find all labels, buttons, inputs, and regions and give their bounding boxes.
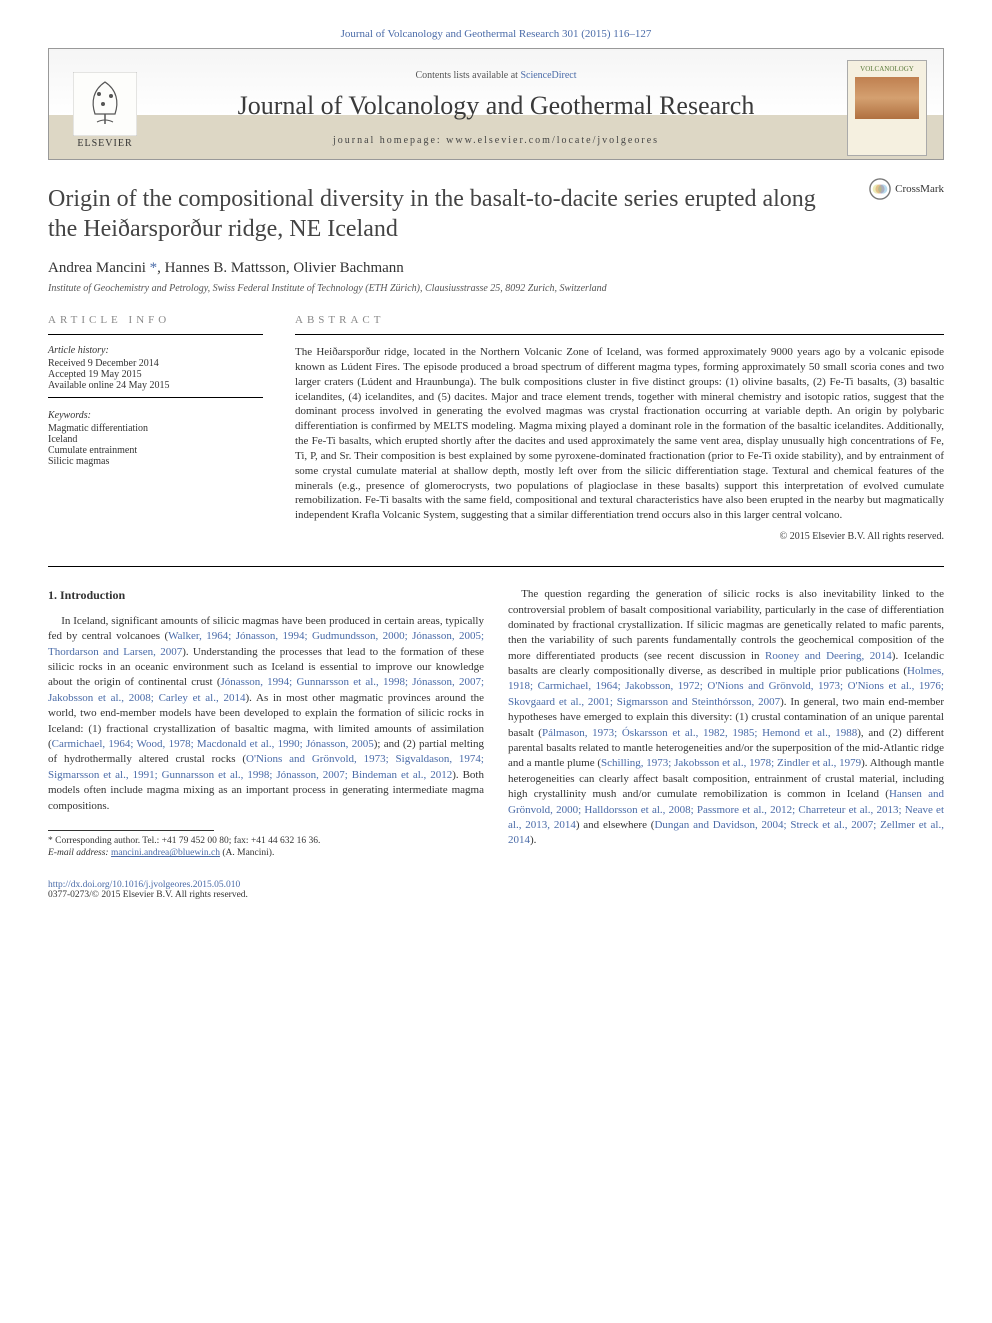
journal-banner: ELSEVIER Contents lists available at Sci… [48, 48, 944, 160]
history-head: Article history: [48, 345, 263, 356]
divider [48, 334, 263, 335]
abstract-text: The Heiðarsporður ridge, located in the … [295, 345, 944, 523]
history-online: Available online 24 May 2015 [48, 380, 263, 391]
cover-image-icon [855, 77, 919, 119]
article-info-heading: article info [48, 314, 263, 326]
crossmark-widget[interactable]: CrossMark [869, 178, 944, 200]
citation-link[interactable]: Rooney and Deering, 2014 [765, 650, 892, 662]
citation-link[interactable]: Pálmason, 1973; Óskarsson et al., 1982, … [542, 727, 857, 739]
footnote-divider [48, 830, 214, 831]
citation-link[interactable]: Schilling, 1973; Jakobsson et al., 1978;… [601, 757, 861, 769]
abstract-heading: abstract [295, 314, 944, 326]
publisher-label: ELSEVIER [77, 138, 132, 149]
body-col-right: The question regarding the generation of… [508, 587, 944, 860]
crossmark-label: CrossMark [895, 183, 944, 195]
email-label: E-mail address: [48, 848, 109, 858]
sciencedirect-link[interactable]: ScienceDirect [520, 70, 576, 81]
history-received: Received 9 December 2014 [48, 358, 263, 369]
body-col-left: 1. Introduction In Iceland, significant … [48, 587, 484, 860]
keyword: Silicic magmas [48, 456, 263, 467]
contents-list-line: Contents lists available at ScienceDirec… [145, 70, 847, 81]
body-paragraph: The question regarding the generation of… [508, 587, 944, 849]
page-footer: http://dx.doi.org/10.1016/j.jvolgeores.2… [48, 880, 944, 900]
journal-name: Journal of Volcanology and Geothermal Re… [145, 91, 847, 121]
abstract-copyright: © 2015 Elsevier B.V. All rights reserved… [295, 531, 944, 542]
footnote-author: (A. Mancini). [222, 848, 274, 858]
elsevier-tree-icon [73, 72, 137, 136]
corresponding-author-marker: * [150, 260, 158, 276]
running-head-link[interactable]: Journal of Volcanology and Geothermal Re… [48, 28, 944, 40]
author-list: Andrea Mancini *, Hannes B. Mattsson, Ol… [48, 260, 944, 277]
crossmark-icon [869, 178, 891, 200]
divider [48, 397, 263, 398]
corresponding-email-link[interactable]: mancini.andrea@bluewin.ch [111, 848, 220, 858]
section-divider [48, 566, 944, 567]
keyword: Iceland [48, 434, 263, 445]
body-paragraph: In Iceland, significant amounts of silic… [48, 614, 484, 814]
keywords-head: Keywords: [48, 410, 263, 421]
affiliation: Institute of Geochemistry and Petrology,… [48, 283, 944, 294]
keyword: Cumulate entrainment [48, 445, 263, 456]
doi-link[interactable]: http://dx.doi.org/10.1016/j.jvolgeores.2… [48, 880, 240, 890]
keyword: Magmatic differentiation [48, 423, 263, 434]
intro-heading: 1. Introduction [48, 587, 484, 604]
journal-homepage: journal homepage: www.elsevier.com/locat… [145, 135, 847, 146]
issn-copyright: 0377-0273/© 2015 Elsevier B.V. All right… [48, 890, 248, 900]
citation-link[interactable]: Carmichael, 1964; Wood, 1978; Macdonald … [52, 738, 374, 750]
corresponding-author-footnote: * Corresponding author. Tel.: +41 79 452… [48, 835, 484, 860]
history-accepted: Accepted 19 May 2015 [48, 369, 263, 380]
article-title: Origin of the compositional diversity in… [48, 184, 828, 244]
publisher-logo-block: ELSEVIER [65, 68, 145, 149]
journal-cover-thumb: VOLCANOLOGY [847, 60, 927, 156]
divider [295, 334, 944, 335]
